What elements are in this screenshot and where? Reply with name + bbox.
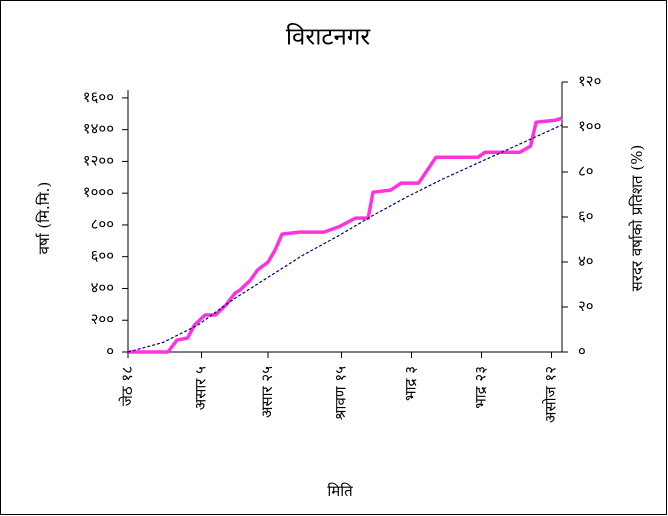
y2-axis-label: सरदर वर्षाको प्रतिशत (%) xyxy=(628,145,646,292)
y-tick-label: १२०० xyxy=(83,151,114,169)
series-line xyxy=(128,116,563,354)
y2-tick-label: ४० xyxy=(578,252,594,270)
y-tick-label: ८०० xyxy=(91,215,114,233)
y-axis-label: वर्षा (मि.मि.) xyxy=(35,182,53,255)
y-tick-label: १६०० xyxy=(83,88,114,106)
x-tick-label: भाद्र २३ xyxy=(472,366,490,409)
y2-tick-label: ० xyxy=(578,342,586,360)
series-line xyxy=(127,124,563,353)
y2-tick-label: ६० xyxy=(578,207,594,225)
x-axis-label: मिति xyxy=(327,482,353,500)
x-tick-label: भाद्र ३ xyxy=(402,366,420,401)
y-tick-label: १००० xyxy=(83,183,114,201)
x-tick-label: असोज १२ xyxy=(542,366,560,423)
y2-tick-label: २० xyxy=(578,297,594,315)
chart-title: विराटनगर xyxy=(286,23,372,51)
y-tick-label: १४०० xyxy=(83,120,114,138)
y-tick-label: ६०० xyxy=(91,247,114,265)
y2-tick-label: १०० xyxy=(578,117,601,135)
x-tick-label: जेठ १८ xyxy=(118,366,136,406)
x-tick-label: श्रावण १५ xyxy=(332,366,350,420)
y2-tick-label: ८० xyxy=(578,162,594,180)
y-tick-label: २०० xyxy=(91,310,114,328)
y-tick-label: ४०० xyxy=(91,278,114,296)
x-tick-label: असार ५ xyxy=(192,366,210,410)
x-tick-label: असार २५ xyxy=(258,366,276,418)
y-tick-label: ० xyxy=(106,342,114,360)
y2-tick-label: १२० xyxy=(578,72,601,90)
